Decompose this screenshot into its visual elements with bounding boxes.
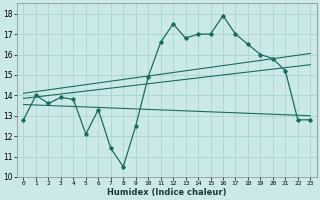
X-axis label: Humidex (Indice chaleur): Humidex (Indice chaleur) [107,188,227,197]
